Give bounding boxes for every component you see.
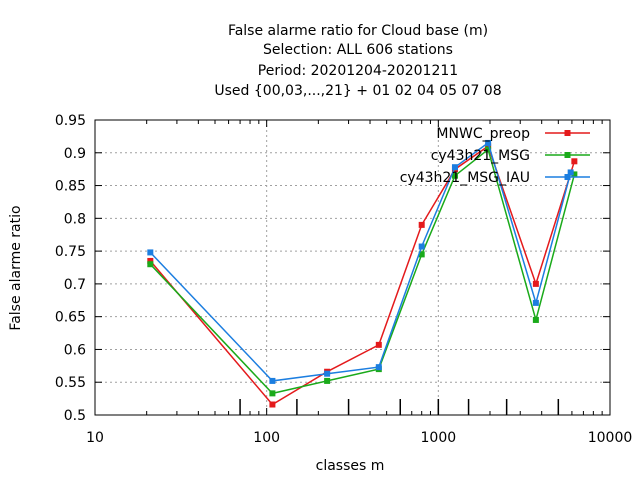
data-point [532,280,539,287]
data-point [269,377,276,384]
y-tick-label: 0.8 [64,211,86,227]
data-point [269,390,276,397]
data-point [571,158,578,165]
x-tick-label: 10000 [588,430,633,446]
legend-label: cy43h21_MSG [431,148,530,164]
series-line [149,148,576,395]
class-boundary-marks [239,399,560,415]
chart-title-line-2: Selection: ALL 606 stations [263,42,453,58]
data-point [485,143,492,150]
y-tick-label: 0.65 [55,310,86,326]
data-point [418,251,425,258]
data-point [375,341,382,348]
data-point [485,139,492,146]
data-point [375,364,382,371]
chart-title-line-3: Period: 20201204-20201211 [258,63,458,79]
data-point [147,261,154,268]
legend: MNWC_preop cy43h21_MSG cy43h21_MSG_IAU [400,126,590,186]
data-point [418,221,425,228]
series-layer [147,139,578,408]
axis-ticks: 0.5 0.55 0.6 0.65 0.7 0.75 0.8 0.85 0.9 0.95 10 100… [55,113,632,446]
legend-swatch-point [564,152,571,158]
y-tick-label: 0.9 [64,146,86,162]
chart-title-line-4: Used {00,03,...,21} + 01 02 04 05 07 08 [214,83,501,99]
data-point [571,171,578,178]
y-tick-label: 0.6 [64,342,86,358]
y-tick-label: 0.7 [64,277,86,293]
data-point [324,377,331,384]
data-point [567,169,574,176]
y-tick-label: 0.85 [55,179,86,195]
legend-label: cy43h21_MSG_IAU [400,170,530,186]
data-point [451,172,458,179]
y-axis-label: False alarme ratio [8,205,24,330]
legend-swatch-point [564,174,571,180]
data-point [485,146,492,153]
chart-title-line-1: False alarme ratio for Cloud base (m) [228,23,488,39]
data-point [269,401,276,408]
plot-frame [94,119,611,416]
y-tick-label: 0.95 [55,113,86,129]
x-tick-label: 10 [86,430,104,446]
x-tick-label: 100 [253,430,280,446]
y-tick-label: 0.75 [55,244,86,260]
data-point [418,243,425,250]
y-tick-label: 0.5 [64,408,86,424]
legend-swatch-point [564,130,571,136]
data-point [324,370,331,377]
x-axis-label: classes m [316,458,385,474]
data-point [532,316,539,323]
series-cy43h21_MSG_IAU [147,139,574,384]
y-tick-label: 0.55 [55,375,86,391]
data-point [451,164,458,171]
data-point [532,299,539,306]
data-point [147,257,154,264]
x-tick-label: 1000 [421,430,457,446]
data-point [147,249,154,256]
legend-label: MNWC_preop [436,126,530,142]
